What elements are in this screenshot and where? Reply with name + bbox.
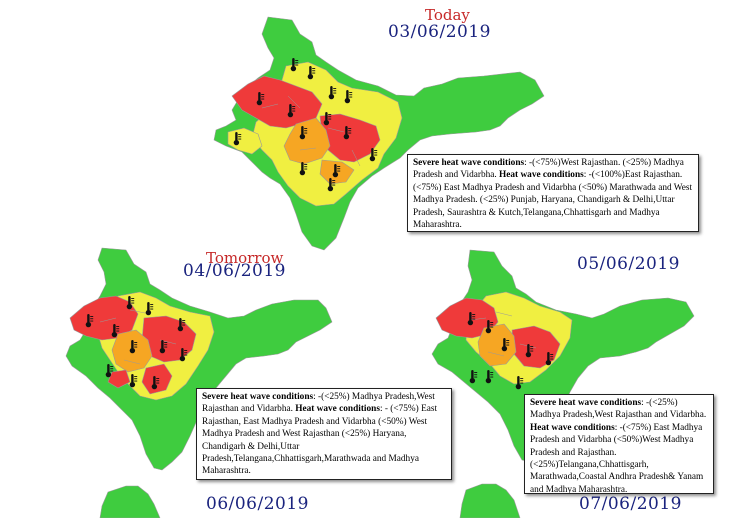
today-label: Today [425, 6, 470, 24]
map-day4-partial [99, 485, 161, 518]
region-orange-south [319, 159, 355, 185]
heat-text: : -(<100%)East Rajasthan. (<75%) East Ma… [413, 170, 693, 231]
region-red-west [69, 295, 139, 341]
tomorrow-date: 04/06/2019 [183, 261, 286, 281]
region-red-west [435, 297, 499, 339]
region-red-south [141, 363, 173, 395]
severe-label: Severe heat wave conditions [202, 392, 314, 402]
india-outline-green [459, 483, 521, 518]
heat-label: Heat wave conditions [499, 170, 584, 181]
region-orange [283, 117, 331, 165]
bulletin-day2: Severe heat wave conditions: -(<25%) Mad… [196, 388, 452, 480]
severe-text: : -(<25%) Madhya Pradesh,West Rajasthan … [530, 398, 707, 421]
severe-label: Severe heat wave conditions [530, 398, 642, 408]
india-outline-green [99, 485, 161, 518]
bulletin-day1: Severe heat wave conditions: -(<75%)West… [407, 154, 699, 232]
map-day5-partial [459, 483, 521, 518]
map-day3 [431, 249, 695, 463]
region-orange [477, 323, 517, 367]
day5-date: 07/06/2019 [579, 494, 682, 514]
heat-text: : -(<75%) East Madhya Pradesh and Vidarb… [530, 422, 704, 494]
region-red-west [231, 75, 323, 129]
heat-label: Heat wave conditions [295, 404, 380, 415]
region-red-small [107, 369, 131, 389]
heat-label: Heat wave conditions [530, 422, 615, 433]
today-date: 03/06/2019 [388, 22, 491, 42]
severe-text: : -(<25%) Madhya Pradesh,West Rajasthan … [202, 392, 435, 415]
tomorrow-label: Tomorrow [206, 249, 284, 267]
bulletin-day3: Severe heat wave conditions: -(<25%) Mad… [524, 394, 714, 494]
severe-label: Severe heat wave conditions [413, 158, 525, 168]
heat-text: : - (<75%) East Rajasthan, East Madhya P… [202, 404, 438, 477]
day4-date: 06/06/2019 [206, 494, 309, 514]
severe-text: : -(<75%)West Rajasthan. (<25%) Madhya P… [413, 158, 684, 181]
day3-date: 05/06/2019 [577, 254, 680, 274]
